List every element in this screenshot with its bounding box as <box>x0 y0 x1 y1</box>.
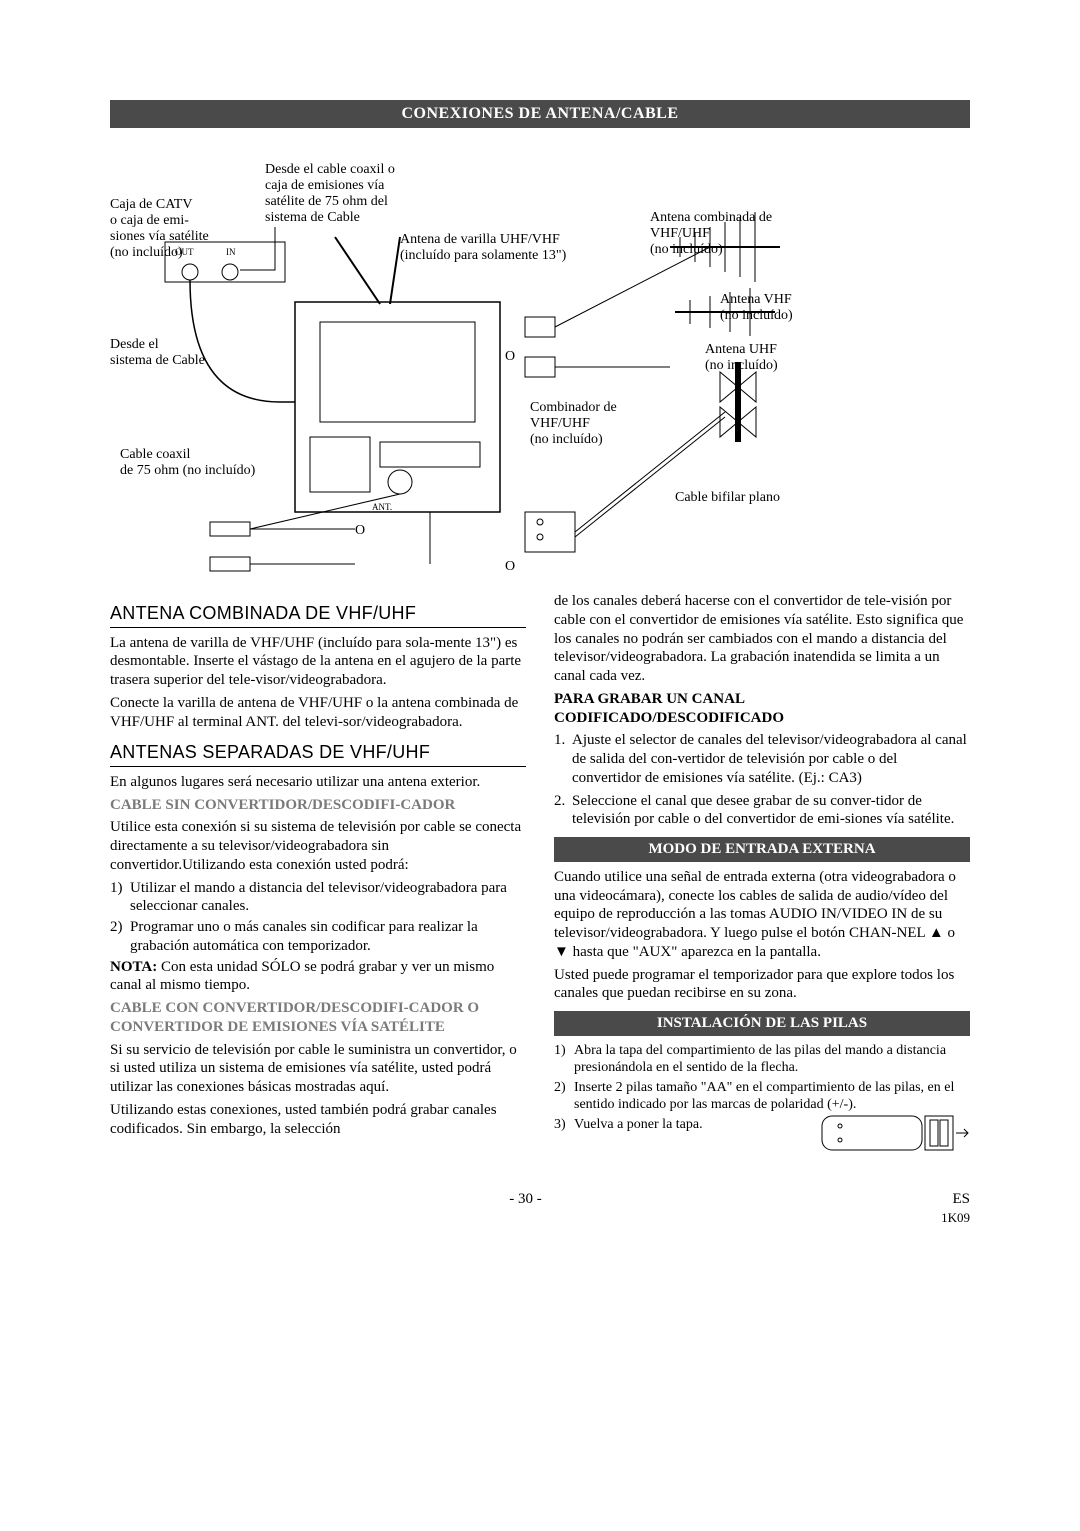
main-banner: CONEXIONES DE ANTENA/CABLE <box>110 100 970 128</box>
h-separate: ANTENAS SEPARADAS DE VHF/UHF <box>110 741 526 767</box>
lbl-combiner: Combinador deVHF/UHF(no incluído) <box>530 400 680 448</box>
svg-text:O: O <box>505 349 515 364</box>
p-withconv-2: Utilizando estas conexiones, usted tambi… <box>110 1101 526 1139</box>
lbl-catv: Caja de CATVo caja de emi-siones vía sat… <box>110 197 240 261</box>
bat-3: Vuelva a poner la tapa. <box>574 1116 820 1158</box>
bat-1: Abra la tapa del compartimiento de las p… <box>574 1042 970 1077</box>
footer-code: 1K09 <box>941 1210 970 1225</box>
gray-withconv: CABLE CON CONVERTIDOR/DESCODIFI-CADOR O … <box>110 999 526 1037</box>
right-column: de los canales deberá hacerse con el con… <box>554 592 970 1160</box>
svg-text:ANT.: ANT. <box>372 502 392 512</box>
rec-head: PARA GRABAR UN CANAL CODIFICADO/DESCODIF… <box>554 690 970 728</box>
p-combined-1: La antena de varilla de VHF/UHF (incluíd… <box>110 634 526 690</box>
lbl-vhf: Antena VHF(no incluído) <box>720 292 880 324</box>
banner-ext: MODO DE ENTRADA EXTERNA <box>554 837 970 862</box>
p-withconv-1: Si su servicio de televisión por cable l… <box>110 1041 526 1097</box>
lbl-uhf: Antena UHF(no incluído) <box>705 342 865 374</box>
footer: - 30 - ES 1K09 <box>110 1190 970 1228</box>
left-column: ANTENA COMBINADA DE VHF/UHF La antena de… <box>110 592 526 1160</box>
rec-steps: 1.Ajuste el selector de canales del tele… <box>554 731 970 829</box>
bat-steps: 1)Abra la tapa del compartimiento de las… <box>554 1042 970 1158</box>
noconv-list: 1)Utilizar el mando a distancia del tele… <box>110 879 526 956</box>
banner-bat: INSTALACIÓN DE LAS PILAS <box>554 1011 970 1036</box>
lbl-from-cable: Desde elsistema de Cable <box>110 337 240 369</box>
lbl-coax75: Cable coaxilde 75 ohm (no incluído) <box>120 447 310 479</box>
rec-2: Seleccione el canal que desee grabar de … <box>572 792 970 830</box>
lbl-rod: Antena de varilla UHF/VHF(incluído para … <box>400 232 620 264</box>
p-noconv-1: Utilice esta conexión si su sistema de t… <box>110 818 526 874</box>
noconv-2: Programar uno o más canales sin codifica… <box>130 918 526 956</box>
rec-1: Ajuste el selector de canales del televi… <box>572 731 970 787</box>
page-number: - 30 - <box>509 1190 542 1228</box>
lbl-flat: Cable bifilar plano <box>675 490 855 506</box>
gray-noconv: CABLE SIN CONVERTIDOR/DESCODIFI-CADOR <box>110 796 526 815</box>
battery-icon <box>820 1108 970 1158</box>
lbl-coax-src: Desde el cable coaxil ocaja de emisiones… <box>265 162 465 226</box>
lbl-combo-ant: Antena combinada deVHF/UHF(no incluído) <box>650 210 840 258</box>
svg-text:O: O <box>505 559 515 572</box>
p-ext-2: Usted puede programar el temporizador pa… <box>554 966 970 1004</box>
p-combined-2: Conecte la varilla de antena de VHF/UHF … <box>110 694 526 732</box>
p-separate-1: En algunos lugares será necesario utiliz… <box>110 773 526 792</box>
nota: NOTA: Con esta unidad SÓLO se podrá grab… <box>110 958 526 996</box>
footer-lang: ES <box>952 1191 970 1207</box>
p-ext-1: Cuando utilice una señal de entrada exte… <box>554 868 970 962</box>
svg-text:O: O <box>355 523 365 538</box>
h-combined: ANTENA COMBINADA DE VHF/UHF <box>110 602 526 628</box>
p-right-cont: de los canales deberá hacerse con el con… <box>554 592 970 686</box>
noconv-1: Utilizar el mando a distancia del televi… <box>130 879 526 917</box>
connection-diagram: OUT IN ANT. O O O <box>110 142 970 572</box>
